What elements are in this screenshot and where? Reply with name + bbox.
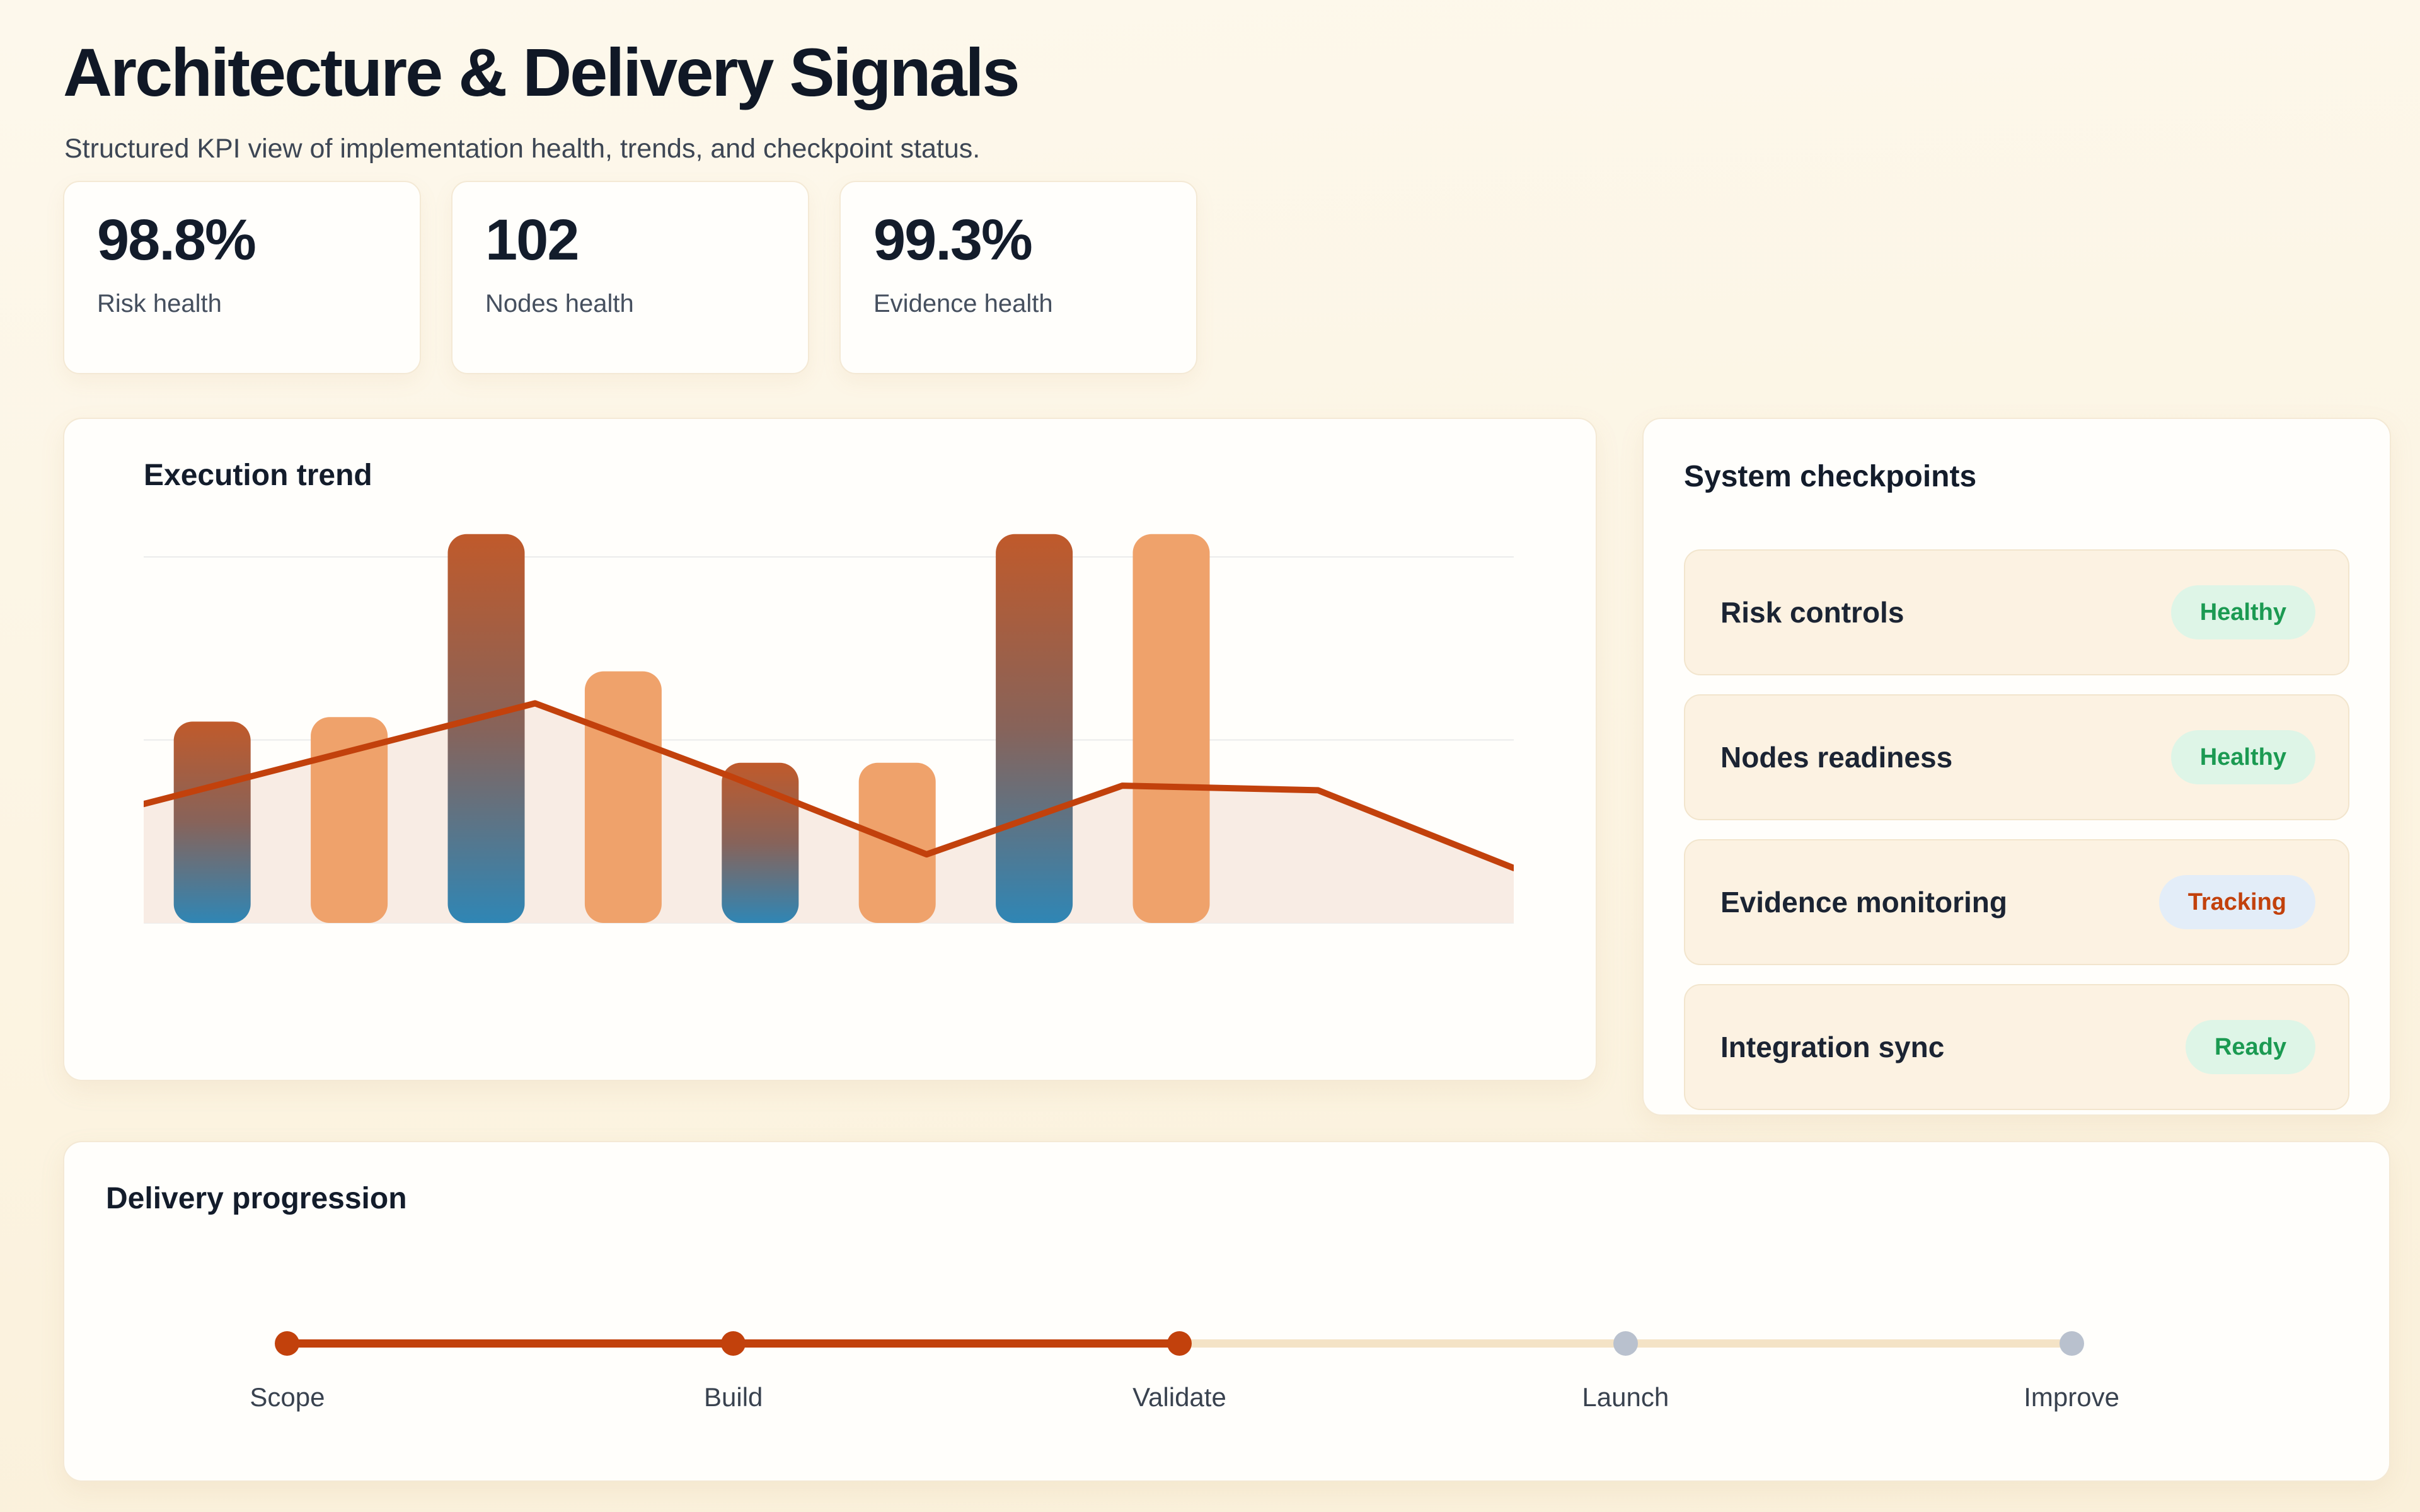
checkpoint-list: Risk controls Healthy Nodes readiness He…	[1684, 549, 2349, 1110]
delivery-step: Launch	[1493, 1331, 1758, 1412]
status-badge: Healthy	[2170, 730, 2315, 784]
status-badge: Healthy	[2170, 585, 2315, 639]
execution-trend-chart	[144, 534, 1514, 924]
step-dot	[1167, 1331, 1192, 1356]
status-badge: Tracking	[2158, 875, 2315, 929]
page-subtitle: Structured KPI view of implementation he…	[64, 134, 981, 164]
chart-bar	[173, 721, 251, 923]
checkpoint-row: Integration sync Ready	[1684, 984, 2349, 1110]
system-checkpoints-card: System checkpoints Risk controls Healthy…	[1642, 418, 2391, 1116]
delivery-step: Validate	[1047, 1331, 1312, 1412]
delivery-step: Build	[601, 1331, 866, 1412]
kpi-value: 102	[485, 208, 580, 272]
delivery-stepper: Scope Build Validate Launch Improve	[64, 1331, 2295, 1451]
step-label: Build	[703, 1382, 763, 1412]
trend-line	[144, 700, 1514, 871]
checkpoint-row: Evidence monitoring Tracking	[1684, 839, 2349, 965]
checkpoint-label: Integration sync	[1720, 1031, 1945, 1063]
step-label: Launch	[1582, 1382, 1669, 1412]
step-dot	[721, 1331, 746, 1356]
kpi-card-risk-health: 98.8% Risk health	[63, 181, 421, 374]
kpi-label: Evidence health	[873, 290, 1053, 318]
step-label: Improve	[2024, 1382, 2119, 1412]
execution-trend-card: Execution trend	[63, 418, 1597, 1081]
execution-trend-title: Execution trend	[144, 459, 372, 492]
chart-bar	[722, 762, 799, 923]
step-label: Validate	[1132, 1382, 1226, 1412]
delivery-step: Scope	[155, 1331, 420, 1412]
chart-bar	[1132, 534, 1210, 923]
kpi-value: 99.3%	[873, 208, 1033, 272]
kpi-label: Risk health	[97, 290, 222, 318]
step-dot	[1613, 1331, 1638, 1356]
kpi-row: 98.8% Risk health 102 Nodes health 99.3%…	[63, 181, 1197, 374]
status-badge: Ready	[2185, 1020, 2315, 1074]
step-connector	[1179, 1339, 1626, 1348]
delivery-progression-card: Delivery progression Scope Build Validat…	[63, 1141, 2390, 1482]
chart-bar	[311, 717, 388, 923]
step-dot	[2059, 1331, 2084, 1356]
page-title: Architecture & Delivery Signals	[63, 34, 1020, 110]
checkpoint-label: Nodes readiness	[1720, 741, 1953, 774]
checkpoint-row: Risk controls Healthy	[1684, 549, 2349, 675]
kpi-label: Nodes health	[485, 290, 634, 318]
kpi-card-nodes-health: 102 Nodes health	[451, 181, 809, 374]
step-label: Scope	[250, 1382, 325, 1412]
delivery-progression-title: Delivery progression	[106, 1182, 407, 1215]
chart-bar	[447, 534, 525, 923]
step-connector	[733, 1339, 1180, 1348]
checkpoint-row: Nodes readiness Healthy	[1684, 694, 2349, 820]
step-dot	[275, 1331, 300, 1356]
delivery-step: Improve	[1939, 1331, 2204, 1412]
checkpoint-label: Evidence monitoring	[1720, 886, 2007, 919]
kpi-value: 98.8%	[97, 208, 256, 272]
checkpoint-label: Risk controls	[1720, 596, 1904, 629]
chart-bar	[584, 671, 662, 923]
kpi-card-evidence-health: 99.3% Evidence health	[839, 181, 1197, 374]
chart-bar	[996, 534, 1073, 923]
step-connector	[287, 1339, 734, 1348]
system-checkpoints-title: System checkpoints	[1684, 460, 1977, 493]
step-connector	[1625, 1339, 2072, 1348]
